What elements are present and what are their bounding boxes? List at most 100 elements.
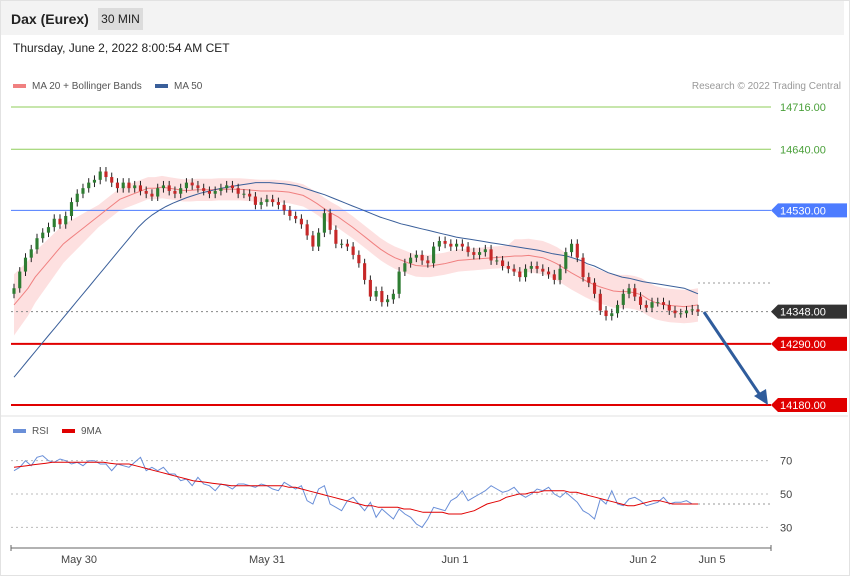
- candle-body: [75, 193, 79, 203]
- candle-body: [460, 243, 464, 247]
- level-tag-14530.00: [771, 203, 847, 218]
- candle-body: [213, 190, 217, 194]
- candle-body: [69, 202, 74, 216]
- candle-body: [472, 252, 476, 255]
- level-label-14180.00: 14180.00: [780, 400, 826, 412]
- level-label-14640.00: 14640.00: [780, 144, 826, 156]
- candle-body: [253, 196, 257, 205]
- rsi-tick-label: 50: [780, 489, 792, 501]
- candle-body: [386, 299, 390, 303]
- rsi-series-9MA: [13, 461, 698, 515]
- rsi-tick-label: 70: [780, 456, 792, 468]
- candle-body: [541, 268, 545, 272]
- candle-body: [673, 310, 677, 314]
- candle-body: [604, 310, 608, 317]
- candle-body: [23, 257, 28, 272]
- bollinger-band: [14, 175, 698, 336]
- chart-header: Dax (Eurex) 30 MIN: [1, 1, 844, 35]
- level-tag-14348.00: [771, 304, 847, 319]
- x-tick-label: Jun 5: [699, 554, 726, 566]
- candle-body: [432, 246, 436, 264]
- candle-body: [501, 260, 505, 267]
- candle-body: [271, 199, 275, 203]
- candle-body: [328, 213, 332, 230]
- forecast-arrowhead: [754, 389, 768, 405]
- candle-body: [29, 249, 33, 258]
- candle-body: [98, 171, 102, 180]
- candle-body: [437, 240, 441, 247]
- legend-ma20: MA 20 + Bollinger Bands: [13, 81, 142, 92]
- candle-body: [35, 238, 39, 250]
- candle-body: [426, 260, 430, 264]
- candle-body: [621, 293, 625, 305]
- candle-body: [41, 232, 45, 239]
- ma9-swatch: [62, 429, 75, 434]
- legend-rsi-label: RSI: [32, 426, 49, 437]
- candle-body: [133, 185, 137, 189]
- candle-body: [230, 185, 234, 189]
- candle-body: [144, 190, 148, 194]
- candle-body: [374, 291, 378, 297]
- ma20-swatch: [13, 84, 26, 89]
- candle-body: [219, 188, 223, 191]
- instrument-title: Dax (Eurex): [11, 11, 89, 27]
- candle-body: [564, 252, 568, 269]
- level-label-14530.00: 14530.00: [780, 205, 826, 217]
- candle-body: [495, 260, 499, 262]
- candle-body: [414, 254, 418, 258]
- candle-body: [18, 271, 22, 289]
- candle-body: [305, 224, 309, 236]
- candle-body: [87, 182, 91, 189]
- candle-body: [409, 257, 413, 264]
- x-tick-label: Jun 2: [630, 554, 657, 566]
- candle-body: [558, 268, 562, 280]
- level-tag-14180.00: [771, 398, 847, 412]
- candle-body: [546, 271, 551, 275]
- candle-body: [184, 182, 189, 189]
- candle-body: [242, 193, 246, 195]
- candle-body: [12, 288, 16, 294]
- candle-body: [506, 266, 510, 269]
- candle-body: [627, 288, 631, 294]
- candle-body: [466, 246, 470, 253]
- candle-body: [115, 182, 120, 189]
- candle-body: [317, 232, 321, 247]
- candle-body: [207, 190, 211, 194]
- candle-body: [225, 185, 229, 189]
- candle-body: [483, 249, 487, 253]
- legend-9ma-label: 9MA: [81, 426, 102, 437]
- forecast-arrow: [702, 311, 764, 399]
- candle-body: [449, 243, 453, 247]
- candle-body: [299, 218, 303, 225]
- level-label-14716.00: 14716.00: [780, 102, 826, 114]
- candle-body: [81, 188, 85, 194]
- candle-body: [334, 229, 338, 244]
- candle-body: [656, 302, 660, 304]
- legend-ma20-label: MA 20 + Bollinger Bands: [32, 81, 142, 92]
- candle-body: [351, 246, 355, 255]
- candle-body: [644, 304, 648, 308]
- candle-body: [340, 243, 344, 245]
- candle-body: [518, 271, 522, 278]
- candle-body: [156, 188, 160, 197]
- candle-body: [294, 215, 298, 219]
- candle-body: [58, 218, 62, 225]
- rsi-tick-label: 30: [780, 522, 792, 534]
- candle-body: [363, 263, 367, 280]
- legend-ma50-label: MA 50: [174, 81, 203, 92]
- candle-body: [690, 309, 694, 311]
- ma50-swatch: [155, 84, 168, 89]
- candle-body: [380, 291, 384, 303]
- candle-body: [52, 218, 56, 228]
- candle-body: [403, 263, 407, 272]
- credit-text: Research © 2022 Trading Central: [691, 81, 841, 92]
- candle-body: [368, 279, 372, 297]
- candle-body: [391, 293, 395, 300]
- timeframe-button[interactable]: 30 MIN: [98, 8, 143, 30]
- x-tick-label: May 31: [249, 554, 285, 566]
- candle-body: [161, 185, 166, 189]
- legend-9ma: 9MA: [62, 426, 102, 437]
- candle-body: [615, 304, 620, 314]
- ma20-line: [13, 186, 699, 308]
- candle-body: [179, 188, 183, 194]
